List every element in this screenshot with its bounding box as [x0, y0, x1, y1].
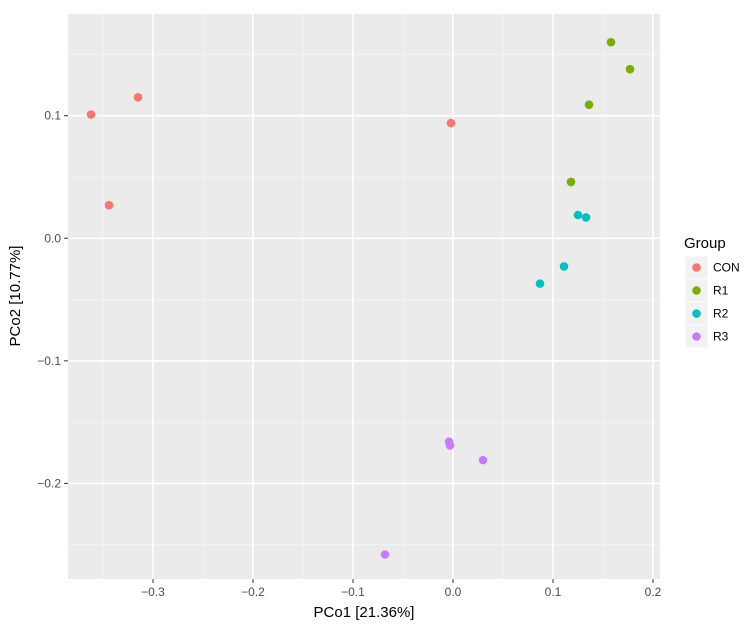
point-r2 [581, 213, 591, 222]
point-con [133, 93, 143, 102]
point-r3 [478, 455, 488, 465]
x-tick-label: 0.1 [545, 585, 562, 599]
x-tick-label: 0.0 [445, 585, 462, 599]
point-r1 [566, 177, 576, 187]
point-r1 [606, 37, 616, 47]
major-gridlines [68, 14, 660, 579]
legend-key-r2 [692, 309, 701, 318]
point-con [104, 200, 114, 210]
x-tick-label: −0.3 [141, 585, 165, 599]
point-con [446, 118, 456, 128]
x-tick-label: −0.1 [341, 585, 365, 599]
y-tick-label: −0.1 [37, 354, 61, 368]
y-axis: −0.2 −0.1 0.0 0.1 [37, 109, 68, 490]
legend-key-con [692, 263, 701, 272]
point-r2 [573, 210, 583, 220]
legend-title: Group [684, 235, 726, 252]
y-axis-title: PCo2 [10.77%] [7, 246, 24, 347]
point-r2 [559, 262, 569, 271]
legend-label-con: CON [713, 261, 740, 275]
point-r1 [584, 100, 594, 109]
x-tick-label: 0.2 [645, 585, 662, 599]
legend-label-r3: R3 [713, 330, 729, 344]
legend-keys: CON R1 R2 R3 [684, 255, 740, 349]
legend: Group CON R1 R2 R3 [684, 235, 740, 349]
legend-key-r1 [692, 286, 701, 295]
minor-gridlines [68, 14, 660, 579]
point-r1 [625, 64, 635, 74]
x-axis: −0.3 −0.2 −0.1 0.0 0.1 0.2 [141, 579, 662, 599]
point-r2 [535, 279, 545, 288]
legend-key-r3 [692, 332, 701, 341]
y-tick-label: 0.0 [44, 231, 61, 245]
x-tick-label: −0.2 [241, 585, 265, 599]
data-points [86, 37, 635, 559]
point-r3 [445, 441, 455, 450]
y-tick-label: 0.1 [44, 109, 61, 123]
plot-panel [68, 14, 660, 579]
point-con [86, 110, 96, 119]
point-r3 [380, 550, 390, 559]
y-tick-label: −0.2 [37, 476, 61, 490]
legend-label-r1: R1 [713, 284, 729, 298]
legend-label-r2: R2 [713, 307, 729, 321]
x-axis-title: PCo1 [21.36%] [314, 604, 415, 621]
